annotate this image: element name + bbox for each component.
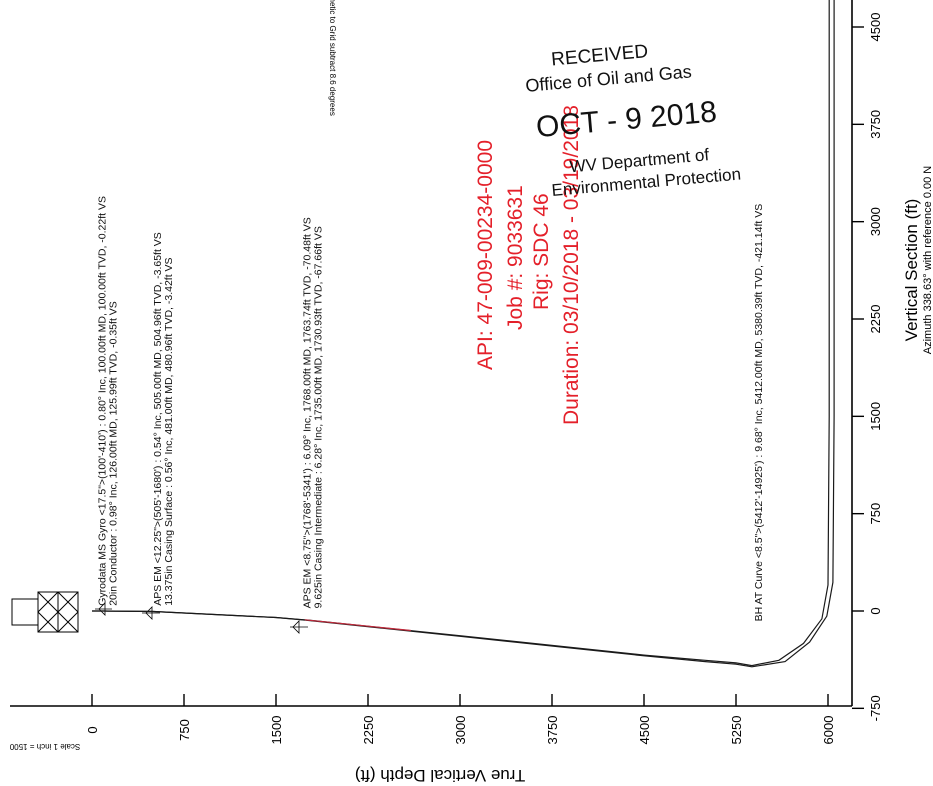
vs-tick-label: 3750: [868, 110, 883, 139]
scale-note: Scale 1 inch = 1500: [9, 742, 80, 751]
stamp-date: OCT - 9 2018: [535, 95, 718, 144]
rig-name: Rig: SDC 46: [530, 193, 553, 310]
well-path-line-2: [92, 0, 835, 668]
vs-tick-label: 1500: [868, 402, 883, 431]
tvd-tick-label: 3000: [453, 716, 468, 745]
tvd-axis-ticks: 0 750 1500 2250 3000 3750 4500 5250 6000: [85, 694, 836, 744]
tvd-tick-label: 4500: [637, 716, 652, 745]
casing-highlight-segment: [304, 619, 411, 632]
well-path-line-1: [92, 0, 830, 667]
duration: Duration: 03/10/2018 - 03/19/2018: [560, 105, 583, 425]
job-number: Job #: 9033631: [504, 185, 527, 330]
survey-annotation-line: APS EM <8.75">(1768'-5341') : 6.09° Inc,…: [302, 217, 314, 608]
tvd-axis-title: True Vertical Depth (ft): [355, 766, 525, 785]
tvd-tick-label: 3750: [545, 716, 560, 745]
top-note: To correct azimuth from Magnetic to Grid…: [328, 0, 337, 116]
survey-annotations: Gyrodata MS Gyro <17.5">(100'-410') : 0.…: [97, 196, 765, 621]
azimuth-note: Azimuth 338.63° with reference 0.00 N: [922, 166, 933, 355]
vs-tick-label: 2250: [868, 305, 883, 334]
api-number: API: 47-009-00234-0000: [474, 140, 497, 370]
survey-annotation-line: 20in Conductor : 0.98° Inc, 126.00ft MD,…: [108, 301, 120, 606]
vs-tick-label: 3000: [868, 207, 883, 236]
tvd-tick-label: 6000: [821, 716, 836, 745]
vs-tick-label: 750: [868, 503, 883, 525]
survey-annotation-line: BH AT Curve <8.5">(5412'-14925') : 9.68°…: [753, 204, 765, 622]
api-block: API: 47-009-00234-0000 Job #: 9033631 Ri…: [474, 105, 583, 425]
vs-axis-ticks: -750 0 750 1500 2250 3000 3750 4500: [852, 13, 883, 721]
well-path-series: [92, 0, 835, 668]
tvd-tick-label: 2250: [361, 716, 376, 745]
received-stamp: RECEIVED Office of Oil and Gas OCT - 9 2…: [525, 41, 742, 200]
survey-annotation-line: APS EM <12.25">(505'-1680') : 0.54° Inc,…: [152, 232, 164, 606]
rig-derrick-icon: [11, 591, 79, 633]
tvd-tick-label: 0: [85, 726, 100, 733]
vs-tick-label: 4500: [868, 13, 883, 42]
survey-annotation-line: 9.625in Casing Intermediate : 6.28° Inc,…: [313, 226, 325, 608]
vs-tick-label: -750: [868, 695, 883, 721]
stamp-office: Office of Oil and Gas: [525, 61, 693, 95]
tie-point-marker-icon: [95, 602, 308, 634]
vs-tick-label: 0: [868, 607, 883, 614]
tvd-tick-label: 1500: [269, 716, 284, 745]
tvd-tick-label: 5250: [729, 716, 744, 745]
survey-annotation-line: 13.375in Casing Surface : 0.56° Inc, 481…: [163, 257, 175, 605]
vs-axis-title: Vertical Section (ft): [902, 199, 921, 342]
tvd-tick-label: 750: [177, 719, 192, 741]
survey-annotation-line: Gyrodata MS Gyro <17.5">(100'-410') : 0.…: [97, 196, 109, 606]
